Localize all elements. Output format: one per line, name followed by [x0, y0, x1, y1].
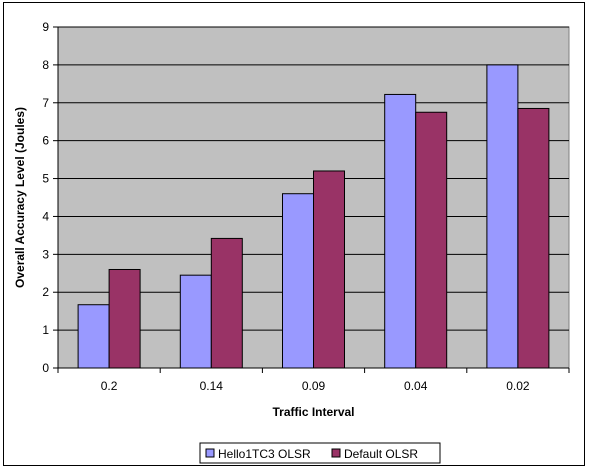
legend-swatch-series-1: [205, 448, 215, 458]
bar-hello1tc3-0.02: [486, 64, 519, 369]
bar-default-0.2: [108, 268, 141, 369]
y-tick-label: 8: [42, 58, 49, 72]
legend: Hello1TC3 OLSR Default OLSR: [199, 442, 441, 464]
legend-box: [199, 442, 441, 464]
bar-hello1tc3-0.04: [384, 93, 417, 369]
x-tick-label: 0.02: [506, 379, 530, 393]
x-tick-label: 0.2: [101, 379, 118, 393]
bar-default-0.04: [415, 111, 448, 369]
y-tick-labels: 0 1 2 3 4 5 6 7 8 9: [42, 20, 49, 375]
bar-hello1tc3-0.09: [282, 193, 314, 369]
bar-default-0.14: [210, 237, 243, 369]
bars: [77, 64, 550, 369]
y-tick-label: 5: [42, 172, 49, 186]
axes: [53, 26, 570, 373]
x-tick-label: 0.04: [404, 379, 428, 393]
y-tick-label: 3: [42, 247, 49, 261]
bar-hello1tc3-0.2: [77, 304, 110, 369]
y-axis-title: Overall Accuracy Level (Joules): [13, 107, 27, 288]
y-tick-label: 0: [42, 361, 49, 375]
y-tick-label: 6: [42, 134, 49, 148]
y-tick-label: 7: [42, 96, 49, 110]
legend-label-series-2: Default OLSR: [344, 447, 418, 461]
y-tick-label: 9: [42, 20, 49, 34]
bar-hello1tc3-0.14: [179, 274, 212, 369]
legend-label-series-1: Hello1TC3 OLSR: [218, 447, 311, 461]
y-tick-label: 2: [42, 285, 49, 299]
legend-swatch-series-2: [331, 448, 341, 458]
y-tick-label: 4: [42, 209, 49, 223]
x-axis-title: Traffic Interval: [272, 405, 354, 419]
bar-default-0.02: [517, 107, 550, 369]
x-tick-label: 0.14: [200, 379, 224, 393]
x-tick-label: 0.09: [302, 379, 326, 393]
bar-default-0.09: [313, 170, 345, 369]
y-tick-label: 1: [42, 323, 49, 337]
x-tick-labels: 0.2 0.14 0.09 0.04 0.02: [101, 379, 530, 393]
